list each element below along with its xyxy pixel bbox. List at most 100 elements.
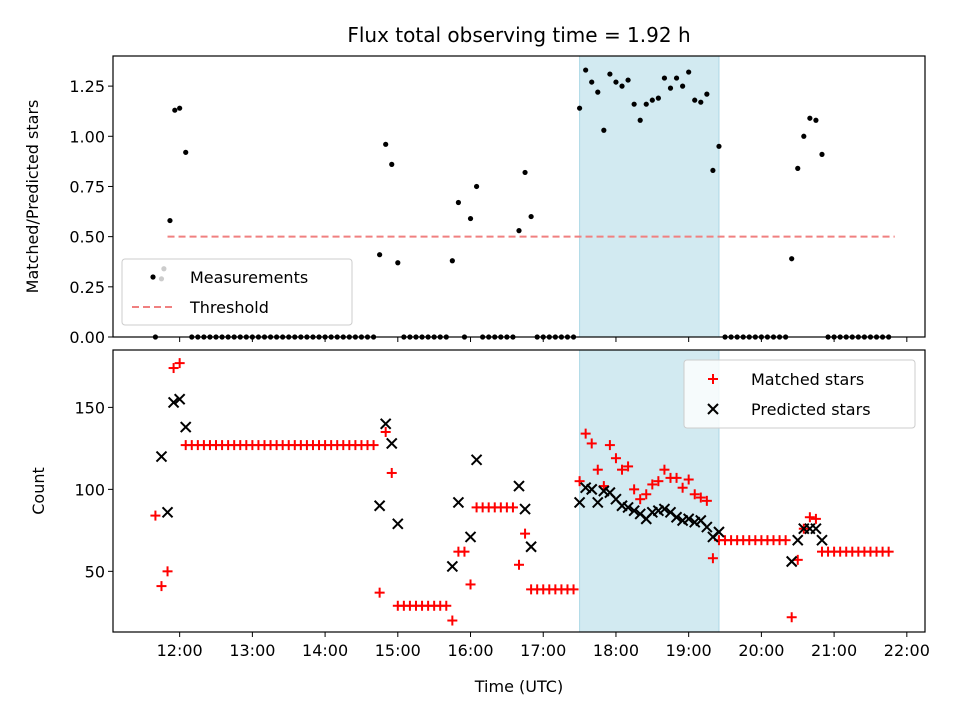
legend-threshold-label: Threshold: [189, 298, 269, 317]
matched-point: [441, 600, 452, 611]
predicted-point: [155, 450, 168, 463]
measurement-point: [522, 169, 528, 176]
top-panel: 0.00 0.25 0.50 0.75 1.00 1.25 Matched/Predict…: [23, 55, 926, 347]
x-tick-label: 21:00: [811, 641, 857, 660]
matched-point: [568, 584, 579, 595]
measurement-point: [686, 69, 692, 75]
measurement-point: [389, 161, 395, 167]
predicted-point: [682, 513, 695, 525]
predicted-point: [792, 534, 804, 546]
y-tick-label: 0.75: [69, 177, 105, 196]
matched-point: [514, 559, 524, 570]
matched-point: [168, 363, 179, 374]
x-tick-label: 20:00: [738, 641, 784, 660]
matched-points: [150, 358, 894, 626]
measurement-point: [667, 85, 674, 91]
matched-point: [386, 467, 397, 478]
predicted-point: [452, 496, 465, 509]
y-tick-label: 0.25: [69, 278, 105, 297]
measurement-point: [595, 89, 601, 95]
chart-title: Flux total observing time = 1.92 h: [347, 23, 690, 47]
measurement-point: [637, 117, 643, 123]
y-tick-label: 50: [85, 562, 105, 581]
matched-point: [598, 481, 609, 492]
measurement-point: [516, 228, 522, 234]
top-axes-frame: [112, 55, 926, 338]
legend-matched-marker: [708, 374, 718, 384]
matched-point: [374, 587, 385, 598]
matched-point: [610, 453, 621, 464]
measurement-point: [813, 117, 819, 123]
y-tick-label: 100: [74, 480, 105, 499]
matched-point: [447, 615, 458, 626]
legend-predicted-label: Predicted stars: [751, 400, 871, 419]
measurement-point: [576, 105, 583, 111]
measurement-point: [177, 105, 183, 111]
predicted-point: [670, 511, 683, 523]
predicted-point: [392, 518, 404, 530]
measurement-points: [152, 67, 892, 340]
top-x-ticks: [179, 337, 908, 342]
predicted-point: [658, 503, 671, 515]
y-tick-label: 0.00: [69, 328, 105, 347]
x-tick-label: 13:00: [229, 641, 275, 660]
matched-point: [623, 461, 634, 472]
measurement-point: [643, 101, 649, 107]
x-tick-label: 18:00: [593, 641, 639, 660]
predicted-point: [573, 496, 586, 509]
measurement-point: [807, 115, 813, 121]
predicted-point: [628, 504, 640, 517]
measurement-point: [661, 75, 668, 81]
matched-point: [156, 581, 167, 592]
predicted-point: [586, 483, 598, 496]
predicted-point: [167, 396, 180, 409]
measurement-point: [467, 215, 474, 222]
predicted-point: [713, 526, 725, 538]
matched-point: [671, 472, 682, 483]
x-tick-label: 12:00: [157, 641, 203, 660]
predicted-point: [373, 500, 386, 512]
measurement-point: [167, 217, 173, 224]
matched-point: [629, 484, 640, 495]
top-y-ticks: 0.00 0.25 0.50 0.75 1.00 1.25: [69, 77, 113, 347]
predicted-point: [816, 534, 828, 546]
matched-point: [786, 612, 797, 623]
matched-point: [604, 440, 615, 451]
measurement-point: [619, 83, 625, 89]
measurement-point: [377, 252, 383, 258]
x-axis-label: Time (UTC): [474, 677, 563, 696]
legend-matched-label: Matched stars: [751, 370, 864, 389]
predicted-point: [464, 531, 477, 543]
x-tick-label: 15:00: [375, 641, 421, 660]
measurement-point: [601, 127, 607, 133]
legend-measurements-marker: [150, 274, 156, 280]
predicted-point: [446, 560, 459, 573]
predicted-point: [785, 555, 798, 568]
predicted-point: [513, 480, 525, 492]
measurement-point: [607, 71, 613, 77]
predicted-point: [519, 503, 531, 515]
measurement-point: [680, 83, 686, 89]
measurement-point: [801, 133, 807, 139]
top-highlight-span: [579, 55, 720, 338]
bottom-legend-box: [683, 359, 916, 429]
measurement-point: [795, 165, 801, 171]
matched-point: [707, 553, 718, 564]
measurement-point: [613, 79, 619, 85]
matched-point: [592, 464, 603, 475]
bottom-x-ticks: 12:00 13:00 14:00 15:00 16:00 17:00 18:00 19:00…: [157, 632, 930, 660]
measurement-point: [631, 101, 637, 107]
measurement-point: [655, 95, 661, 101]
predicted-point: [622, 501, 634, 514]
bottom-axes-frame: [112, 349, 926, 633]
predicted-point: [379, 418, 392, 430]
measurement-point: [455, 199, 462, 206]
matched-point: [810, 513, 821, 524]
bottom-y-axis-label: Count: [29, 467, 48, 515]
matched-point: [380, 426, 391, 437]
matched-point: [150, 510, 161, 521]
measurement-point: [704, 91, 710, 97]
matched-point: [368, 440, 379, 451]
predicted-point: [180, 421, 192, 433]
